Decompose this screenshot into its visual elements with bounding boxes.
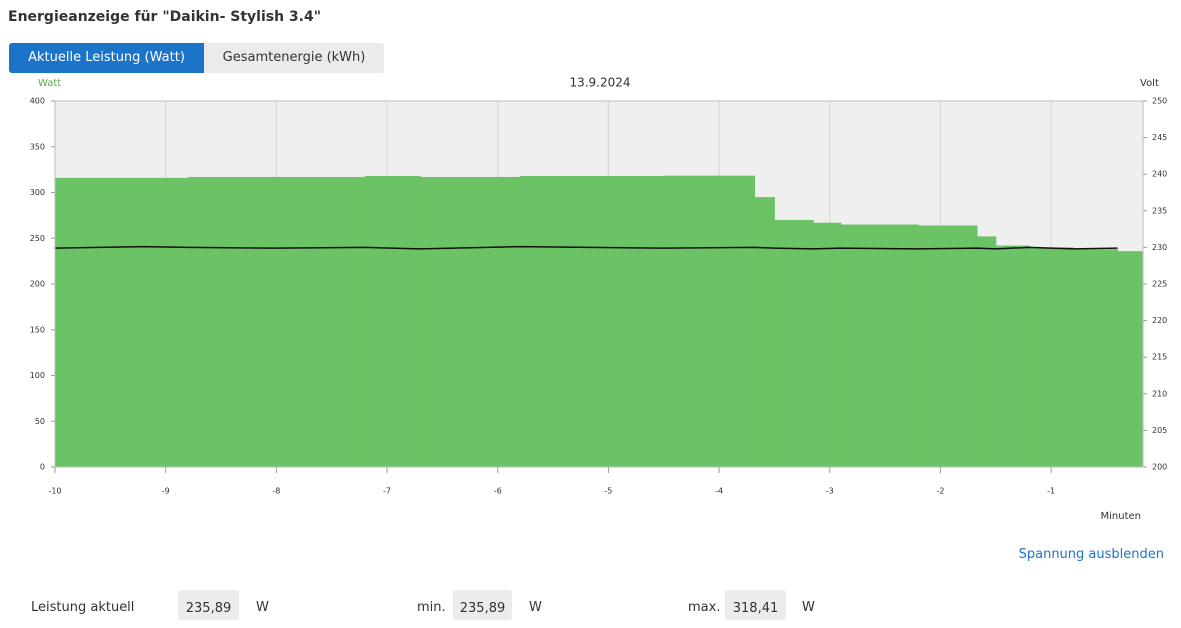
x-tick-label: -10 bbox=[48, 487, 61, 496]
y2-tick-label: 215 bbox=[1152, 353, 1167, 362]
power-step bbox=[1117, 251, 1144, 467]
y2-tick-label: 225 bbox=[1152, 280, 1167, 289]
tab[interactable]: Gesamtenergie (kWh) bbox=[204, 43, 384, 73]
chart: 13.9.2024 Watt Volt Minuten -10 -9 -8 -7 -6-… bbox=[30, 76, 1168, 523]
plot-border bbox=[54, 100, 1144, 468]
power-step bbox=[976, 236, 997, 467]
y2-tick-label: 200 bbox=[1152, 463, 1167, 472]
power-step bbox=[813, 222, 842, 467]
stat-label: max. bbox=[688, 600, 721, 615]
power-step bbox=[995, 245, 1030, 467]
stat-value: 235,89 bbox=[178, 590, 239, 620]
power-step bbox=[663, 175, 756, 467]
y-axis-label: Watt bbox=[38, 78, 61, 89]
x-tick-label: -2 bbox=[936, 487, 944, 496]
voltage-line bbox=[54, 245, 1118, 250]
stat-unit: W bbox=[802, 600, 815, 615]
stat-label: Leistung aktuell bbox=[31, 600, 135, 615]
y2-tick-label: 220 bbox=[1152, 316, 1167, 325]
y-tick-label: 200 bbox=[30, 280, 45, 289]
stat-label: min. bbox=[417, 600, 446, 615]
y2-tick-label: 205 bbox=[1152, 426, 1167, 435]
x-tick-label: -1 bbox=[1047, 487, 1055, 496]
toggle-voltage-link[interactable]: Spannung ausblenden bbox=[1018, 547, 1164, 562]
x-tick-label: -5 bbox=[604, 487, 612, 496]
y2-axis-label: Volt bbox=[1140, 78, 1159, 89]
y2-tick-label: 235 bbox=[1152, 206, 1167, 215]
power-step bbox=[420, 176, 521, 467]
y2-tick-label: 230 bbox=[1152, 243, 1167, 252]
y-tick-label: 350 bbox=[30, 142, 45, 151]
x-tick-label: -3 bbox=[826, 487, 834, 496]
y-tick-label: 50 bbox=[35, 417, 45, 426]
y-tick-label: 100 bbox=[30, 371, 45, 380]
stat-unit: W bbox=[256, 600, 269, 615]
power-step bbox=[1028, 247, 1074, 467]
stat-value: 235,89 bbox=[453, 590, 512, 620]
power-step bbox=[519, 176, 665, 467]
page-title: Energieanzeige für "Daikin- Stylish 3.4" bbox=[8, 9, 322, 25]
y-tick-label: 250 bbox=[30, 234, 45, 243]
stat-unit: W bbox=[529, 600, 542, 615]
power-step bbox=[918, 225, 978, 467]
power-step bbox=[276, 176, 366, 467]
y2-tick-label: 245 bbox=[1152, 133, 1167, 142]
power-step bbox=[143, 177, 189, 468]
x-axis-label: Minuten bbox=[1101, 511, 1142, 522]
y-tick-label: 300 bbox=[30, 188, 45, 197]
tab[interactable]: Aktuelle Leistung (Watt) bbox=[9, 43, 204, 73]
power-step bbox=[774, 219, 814, 467]
y2-tick-label: 250 bbox=[1152, 97, 1167, 106]
y2-tick-label: 210 bbox=[1152, 389, 1167, 398]
power-step bbox=[1073, 249, 1119, 467]
x-tick-label: -9 bbox=[162, 487, 170, 496]
x-tick-label: -7 bbox=[383, 487, 391, 496]
y2-tick-label: 240 bbox=[1152, 170, 1167, 179]
x-tick-label: -4 bbox=[715, 487, 723, 496]
y-tick-label: 400 bbox=[30, 97, 45, 106]
x-tick-label: -6 bbox=[494, 487, 502, 496]
power-step bbox=[754, 197, 775, 467]
power-step bbox=[55, 177, 145, 468]
y-tick-label: 150 bbox=[30, 325, 45, 334]
power-step bbox=[187, 176, 277, 467]
power-step bbox=[840, 224, 919, 467]
power-step bbox=[364, 176, 421, 467]
stat-value: 318,41 bbox=[725, 590, 786, 620]
x-tick-label: -8 bbox=[272, 487, 280, 496]
chart-title: 13.9.2024 bbox=[569, 76, 630, 90]
y-tick-label: 0 bbox=[40, 463, 45, 472]
